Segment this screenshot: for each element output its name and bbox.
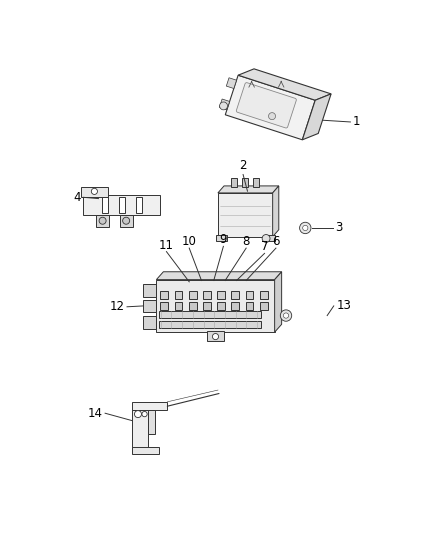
Circle shape — [212, 334, 219, 340]
Bar — [83, 195, 160, 215]
Circle shape — [300, 222, 311, 233]
Bar — [160, 302, 168, 310]
FancyBboxPatch shape — [237, 83, 297, 128]
Bar — [203, 290, 211, 300]
Bar — [218, 193, 272, 237]
Bar — [143, 317, 156, 329]
Bar — [246, 290, 254, 300]
Circle shape — [219, 102, 227, 110]
Circle shape — [280, 310, 292, 321]
Bar — [242, 177, 248, 187]
Bar — [174, 290, 182, 300]
Bar — [264, 235, 275, 241]
Text: 2: 2 — [239, 159, 247, 172]
Bar — [132, 410, 148, 449]
Text: 1: 1 — [353, 116, 360, 128]
Circle shape — [123, 217, 130, 224]
Bar — [132, 402, 167, 410]
Bar — [160, 290, 168, 300]
Bar — [159, 311, 261, 318]
Text: 12: 12 — [110, 300, 125, 313]
Polygon shape — [302, 94, 331, 140]
FancyBboxPatch shape — [225, 75, 315, 140]
Text: 3: 3 — [335, 221, 343, 235]
Bar — [120, 215, 133, 227]
Bar — [216, 235, 227, 241]
Text: 7: 7 — [261, 240, 268, 253]
Bar — [231, 290, 239, 300]
Bar — [231, 302, 239, 310]
Bar — [226, 78, 237, 88]
Circle shape — [303, 225, 308, 231]
Bar — [96, 215, 109, 227]
Bar — [246, 302, 254, 310]
Polygon shape — [156, 272, 282, 280]
Bar — [189, 302, 197, 310]
Circle shape — [92, 188, 97, 195]
Polygon shape — [272, 186, 279, 237]
Bar — [156, 280, 275, 332]
Bar — [217, 290, 225, 300]
Bar — [260, 290, 268, 300]
Text: 6: 6 — [272, 235, 280, 248]
Circle shape — [142, 411, 147, 417]
Bar — [81, 188, 108, 197]
Text: 10: 10 — [182, 235, 197, 248]
Bar — [203, 302, 211, 310]
Bar — [148, 410, 155, 434]
Circle shape — [268, 112, 276, 119]
Text: 4: 4 — [74, 191, 81, 204]
Bar — [159, 321, 261, 328]
Bar — [119, 197, 125, 213]
Bar — [132, 447, 159, 454]
Circle shape — [99, 217, 106, 224]
Text: 9: 9 — [219, 233, 227, 246]
Bar — [253, 177, 259, 187]
Text: 8: 8 — [243, 235, 250, 248]
Circle shape — [262, 235, 270, 243]
Bar — [174, 302, 182, 310]
Circle shape — [283, 313, 289, 318]
Bar — [207, 332, 224, 341]
Polygon shape — [275, 272, 282, 332]
Text: 14: 14 — [88, 407, 103, 419]
Bar — [102, 197, 108, 213]
Text: 11: 11 — [159, 239, 174, 252]
Bar — [143, 300, 156, 312]
Text: 13: 13 — [336, 300, 351, 312]
Polygon shape — [218, 186, 279, 193]
Bar — [231, 177, 237, 187]
Bar — [189, 290, 197, 300]
Bar — [143, 285, 156, 297]
Bar — [260, 302, 268, 310]
Bar — [219, 99, 230, 110]
Circle shape — [134, 410, 141, 418]
Bar — [136, 197, 142, 213]
Polygon shape — [238, 69, 331, 100]
Bar — [217, 302, 225, 310]
